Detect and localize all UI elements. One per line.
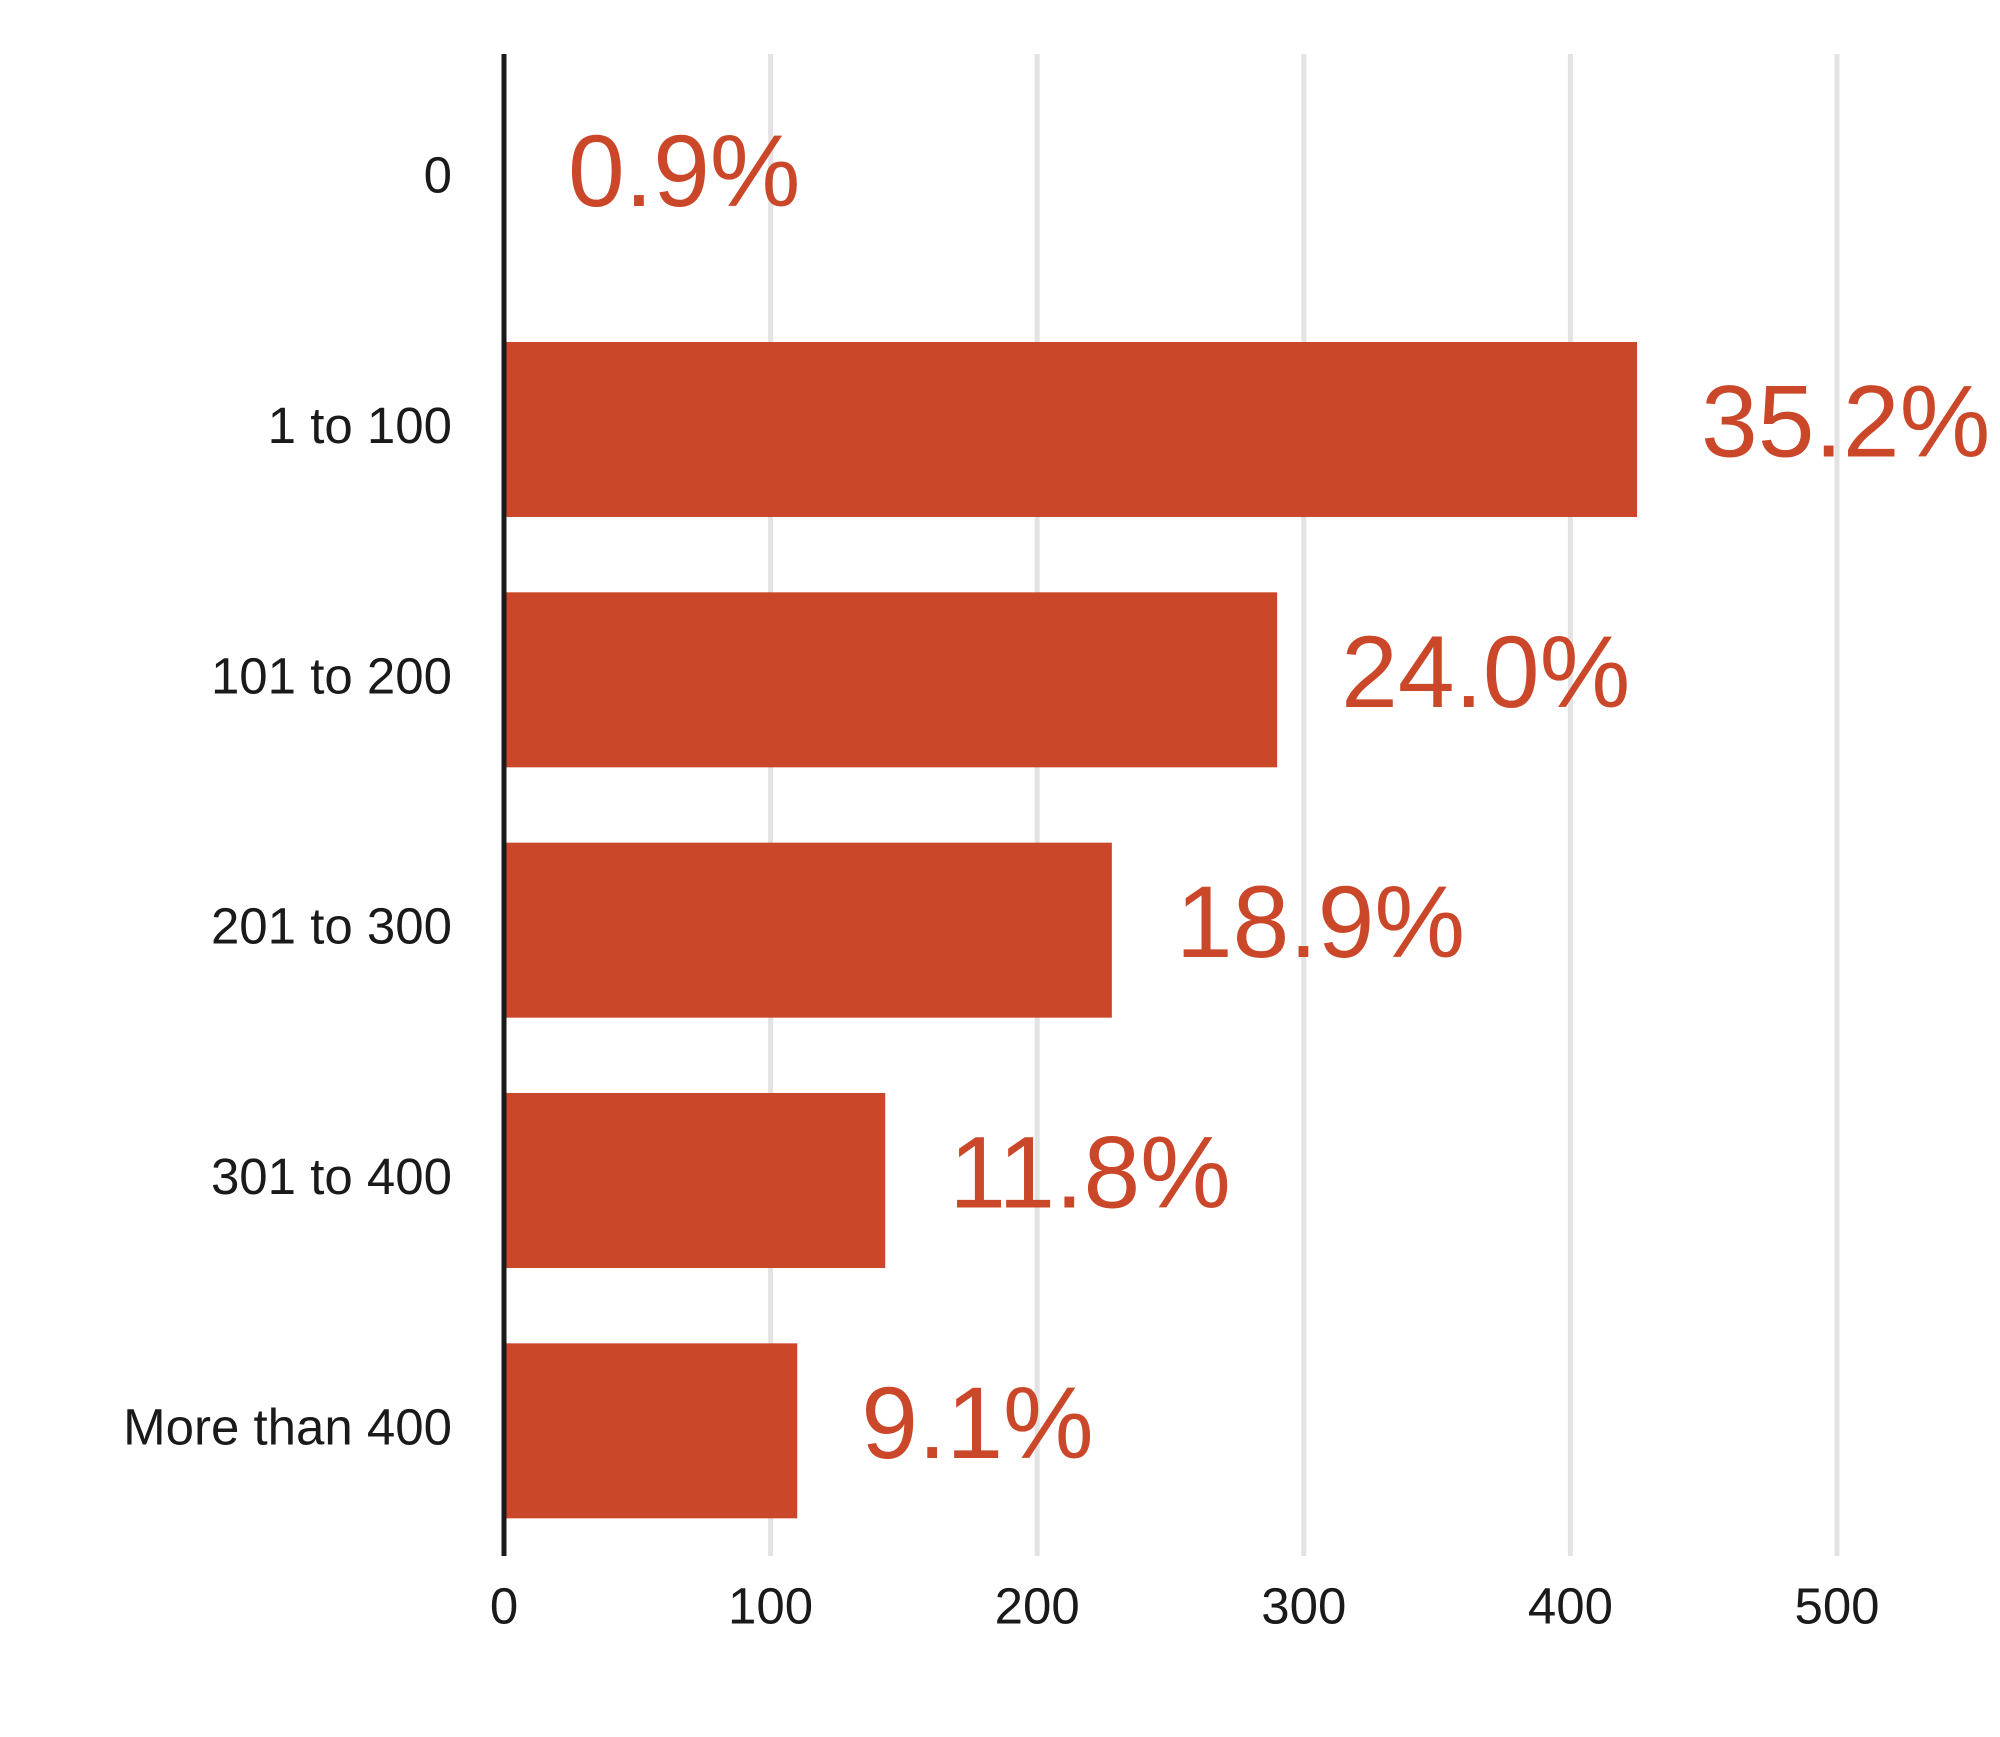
x-tick-label: 100 — [728, 1577, 813, 1634]
x-tick-label: 200 — [995, 1577, 1080, 1634]
x-tick-label: 300 — [1261, 1577, 1346, 1634]
value-label: 11.8% — [949, 1115, 1231, 1229]
value-label: 35.2% — [1701, 364, 1990, 478]
y-tick-label: More than 400 — [123, 1398, 452, 1455]
x-tick-label: 0 — [490, 1577, 518, 1634]
bar — [504, 592, 1278, 768]
value-label: 18.9% — [1176, 865, 1465, 979]
bar — [504, 1343, 798, 1519]
x-tick-label: 400 — [1528, 1577, 1613, 1634]
bar — [504, 842, 1112, 1018]
value-label: 0.9% — [568, 114, 801, 228]
y-tick-label: 101 to 200 — [211, 647, 452, 704]
y-tick-label: 0 — [424, 147, 452, 204]
y-tick-label: 301 to 400 — [211, 1148, 452, 1205]
bar — [504, 342, 1638, 517]
value-label: 24.0% — [1341, 615, 1630, 729]
value-label: 9.1% — [861, 1366, 1094, 1480]
bar — [504, 1093, 886, 1268]
x-tick-label: 500 — [1794, 1577, 1879, 1634]
y-tick-label: 1 to 100 — [268, 397, 452, 454]
y-tick-label: 201 to 300 — [211, 898, 452, 955]
